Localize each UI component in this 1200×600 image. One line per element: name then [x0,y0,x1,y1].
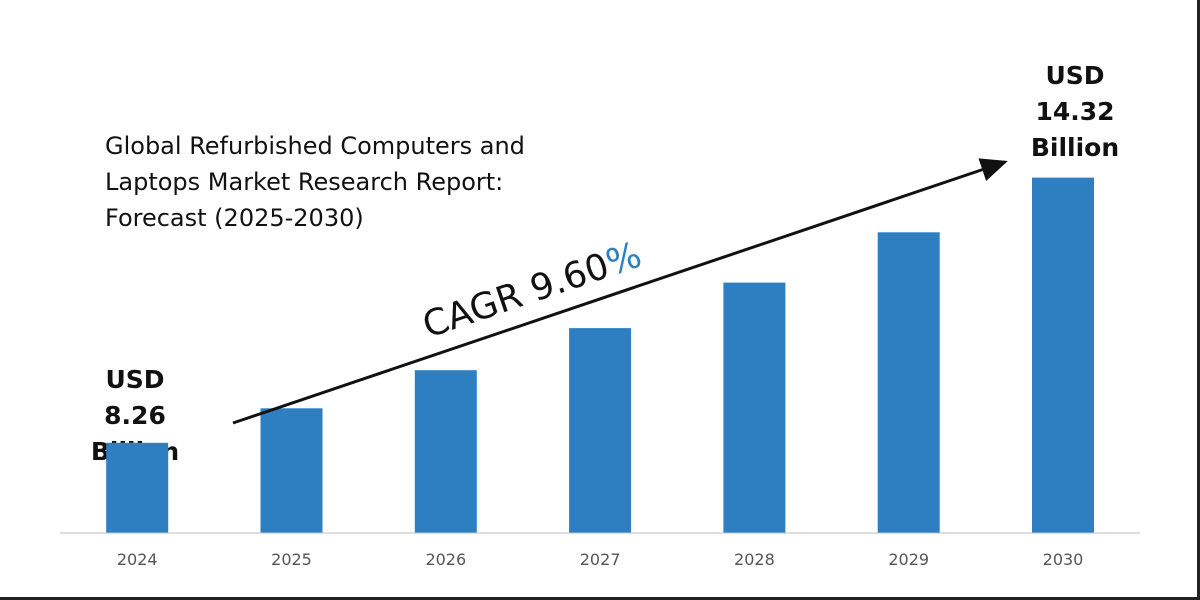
x-tick-label-2025: 2025 [271,550,312,569]
x-axis-ticks: 2024 2025 2026 2027 2028 2029 2030 [117,550,1084,569]
x-tick-label-2028: 2028 [734,550,775,569]
end-value-currency: USD [1045,61,1105,90]
end-value-callout: USD 14.32 Billion [1010,58,1140,166]
start-value-amount: 8.26 [104,401,166,430]
x-tick-label-2026: 2026 [425,550,466,569]
bar-2026 [414,370,477,533]
end-value-amount: 14.32 [1035,97,1115,126]
start-value-currency: USD [105,365,165,394]
x-tick-label-2027: 2027 [580,550,621,569]
cagr-percent-sign: % [601,235,647,285]
start-value-unit: Billion [90,437,180,466]
chart-title-line-2: Laptops Market Research Report: [105,168,504,196]
bar-2027 [569,328,632,533]
cagr-label-value: CAGR 9.60 [418,246,615,347]
chart-title-line-3: Forecast (2025-2030) [105,204,364,232]
chart-title: Global Refurbished Computers and Laptops… [105,128,625,236]
bar-2028 [723,282,786,533]
bar-2029 [877,232,940,534]
chart-title-line-1: Global Refurbished Computers and [105,132,525,160]
bar-2030 [1032,177,1094,533]
start-value-callout: USD 8.26 Billion [70,362,200,470]
end-value-unit: Billion [1030,133,1120,162]
cagr-label: CAGR 9.60% [418,235,647,347]
x-tick-label-2029: 2029 [888,550,929,569]
x-tick-label-2030: 2030 [1043,550,1084,569]
x-tick-label-2024: 2024 [117,550,158,569]
bar-2025 [260,408,323,533]
